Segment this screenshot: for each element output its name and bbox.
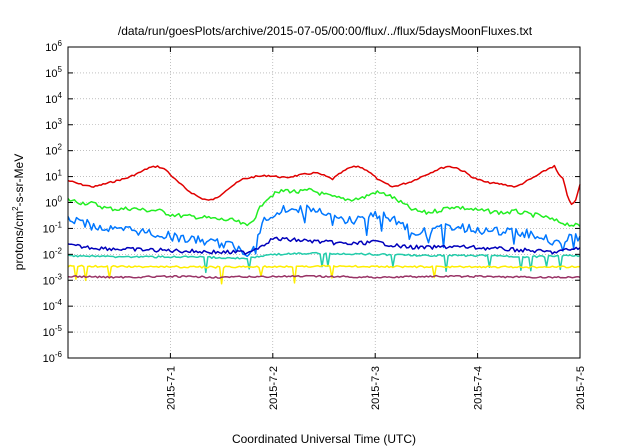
series-line-1 [67, 164, 581, 206]
x-tick-label: 2015-7-1 [165, 366, 177, 410]
y-tick-label: 105 [45, 65, 62, 80]
series-line-5 [67, 251, 581, 274]
y-tick-label: 104 [45, 91, 62, 106]
y-tick-label: 10-5 [43, 324, 63, 339]
y-tick-label: 103 [45, 117, 62, 132]
y-tick-label: 10-6 [43, 350, 63, 365]
chart-title: /data/run/goesPlots/archive/2015-07-05/0… [118, 24, 533, 38]
series-line-2 [67, 187, 581, 227]
y-tick-label: 10-1 [43, 220, 63, 235]
x-axis-label: Coordinated Universal Time (UTC) [232, 432, 416, 446]
y-tick-label: 10-4 [43, 298, 63, 313]
series-line-4 [67, 236, 581, 255]
y-tick-label: 100 [45, 195, 62, 210]
y-tick-label: 101 [45, 169, 62, 184]
x-tick-label: 2015-7-4 [473, 366, 485, 410]
ticks [68, 46, 581, 359]
series-line-7 [67, 274, 581, 279]
x-tick-labels: 2015-7-1 2015-7-2 2015-7-3 2015-7-4 2015-7-5 [165, 366, 587, 410]
x-tick-label: 2015-7-5 [575, 366, 587, 410]
series-group [67, 164, 581, 285]
y-tick-labels: 10-6 10-5 10-4 10-3 10-2 10-1 100 101 102 103 104 1… [43, 39, 63, 365]
grid [68, 47, 580, 358]
y-tick-label: 106 [45, 39, 62, 54]
y-tick-label: 10-3 [43, 272, 63, 287]
series-line-3 [67, 204, 581, 258]
y-tick-label: 102 [45, 143, 62, 158]
y-tick-label: 10-2 [43, 246, 63, 261]
y-axis-label: protons/cm2-s-sr-MeV [11, 154, 26, 270]
x-tick-label: 2015-7-3 [370, 366, 382, 410]
x-tick-label: 2015-7-2 [268, 366, 280, 410]
series-line-6 [67, 264, 581, 285]
